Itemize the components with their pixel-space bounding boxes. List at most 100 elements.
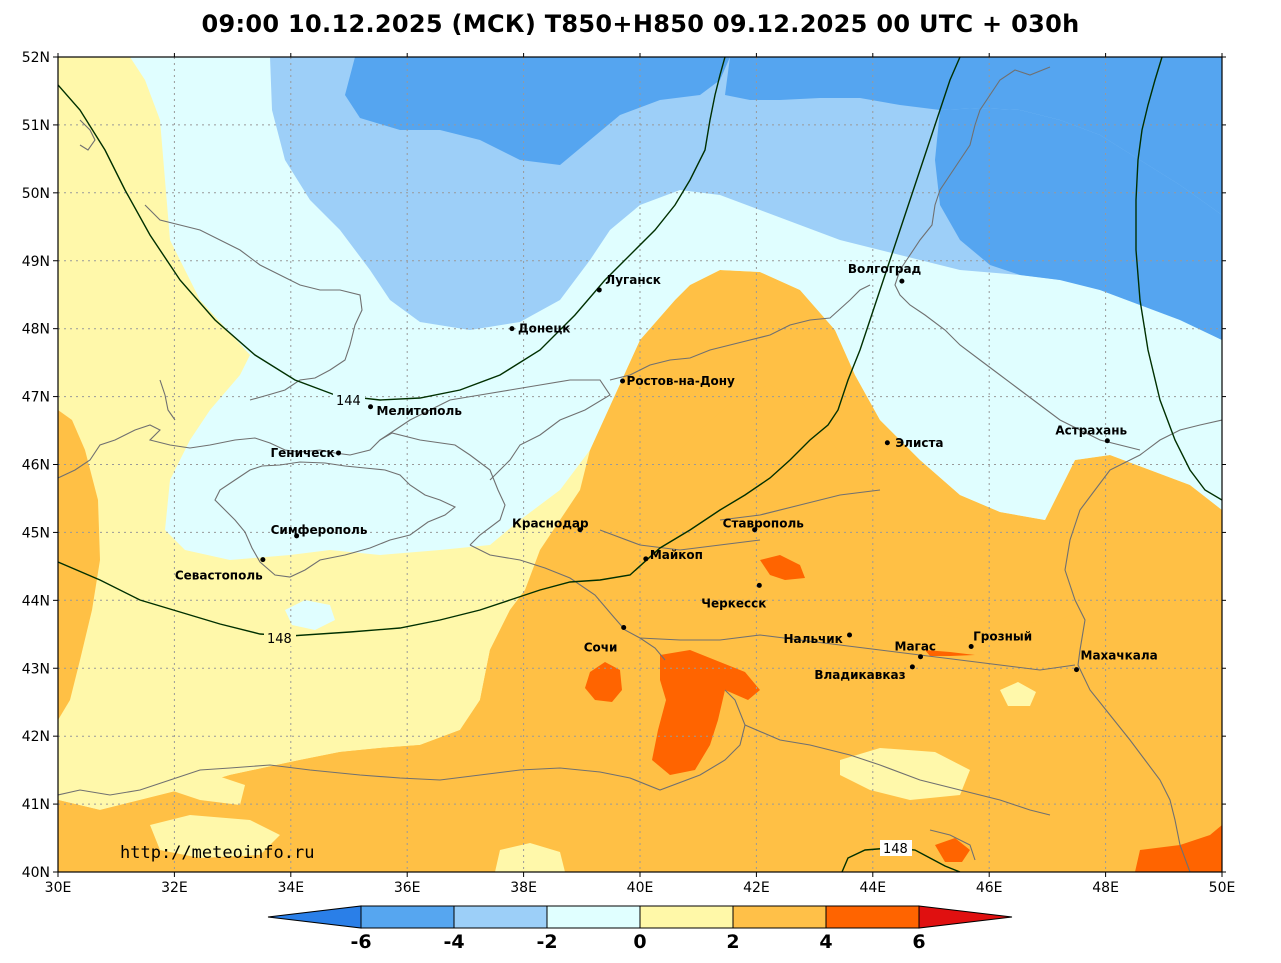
city-marker	[260, 557, 266, 563]
lat-label: 47N	[22, 390, 50, 406]
city-label: Краснодар	[512, 517, 589, 531]
city-marker	[577, 527, 583, 533]
city-Волгоград: Волгоград	[848, 262, 922, 284]
city-label: Луганск	[605, 273, 661, 287]
city-Нальчик: Нальчик	[784, 632, 853, 646]
city-marker	[752, 527, 758, 533]
cities: Волгоград Луганск Донецк Ростов-на-Дону Мели…	[175, 262, 1158, 682]
axis-ticks: 30E 32E 34E 36E 38E 40E 42E 44E 46E 48E 50E 52N 51N 5…	[22, 50, 1236, 896]
lat-label: 40N	[22, 865, 50, 881]
field-4-6-b	[585, 662, 622, 702]
contour-144	[58, 57, 726, 401]
city-marker	[509, 326, 515, 332]
lon-label: 50E	[1209, 880, 1236, 896]
city-label: Геническ	[271, 446, 335, 460]
city-label: Симферополь	[271, 523, 368, 537]
lon-label: 46E	[976, 880, 1003, 896]
lat-label: 49N	[22, 254, 50, 270]
lon-label: 42E	[743, 880, 770, 896]
city-label: Магас	[895, 640, 937, 654]
lon-label: 34E	[277, 880, 304, 896]
city-marker	[1104, 438, 1110, 444]
city-marker	[909, 664, 915, 670]
city-Черкесск: Черкесск	[701, 582, 766, 610]
colorbar-label: -2	[536, 931, 557, 953]
colorbar-extend-low	[267, 905, 362, 929]
colorbar-segment	[360, 905, 455, 929]
city-Астрахань: Астрахань	[1055, 424, 1128, 444]
city-label: Нальчик	[784, 632, 843, 646]
watermark-url: http://meteoinfo.ru	[120, 843, 314, 863]
city-label: Элиста	[895, 436, 943, 450]
colorbar-label: -6	[350, 931, 371, 953]
lon-label: 40E	[627, 880, 654, 896]
field-4-6-e	[935, 838, 970, 862]
city-label: Махачкала	[1081, 649, 1158, 663]
city-marker	[847, 632, 853, 638]
city-label: Мелитополь	[377, 404, 463, 418]
lat-label: 42N	[22, 729, 50, 745]
colorbar-segment	[453, 905, 548, 929]
field-m2-0-island	[285, 600, 335, 630]
colorbar-extend-high	[918, 905, 1013, 929]
city-label: Ростов-на-Дону	[627, 374, 736, 388]
city-Мелитополь: Мелитополь	[368, 404, 462, 418]
lat-label: 46N	[22, 458, 50, 474]
field-4-6-a	[760, 555, 805, 580]
colorbar-segment	[546, 905, 641, 929]
city-label: Волгоград	[848, 262, 922, 276]
city-label: Черкесск	[701, 596, 766, 610]
lon-label: 30E	[45, 880, 72, 896]
city-marker	[643, 556, 649, 562]
coastlines	[58, 66, 1222, 872]
city-marker	[596, 287, 602, 293]
lat-label: 45N	[22, 525, 50, 541]
lon-label: 44E	[859, 880, 886, 896]
city-Махачкала: Махачкала	[1074, 649, 1158, 673]
lon-label: 36E	[394, 880, 421, 896]
city-marker	[368, 404, 374, 410]
iso-label-144: 144	[336, 394, 361, 409]
contour-148-east	[1135, 57, 1222, 501]
city-Краснодар: Краснодар	[512, 517, 589, 533]
field-m6-m4	[345, 57, 730, 165]
iso-label-148-west: 148	[267, 632, 292, 647]
city-label: Владикавказ	[814, 668, 905, 682]
grid	[58, 57, 1222, 872]
city-Геническ: Геническ	[271, 446, 342, 460]
field-4-6-f	[1135, 825, 1222, 872]
field-4-6-d	[925, 650, 975, 656]
lat-label: 43N	[22, 661, 50, 677]
lat-label: 41N	[22, 797, 50, 813]
colorbar-label: 6	[912, 931, 925, 953]
city-Майкоп: Майкоп	[643, 548, 703, 562]
city-label: Астрахань	[1055, 424, 1127, 438]
colorbar-segment	[639, 905, 734, 929]
lat-label: 52N	[22, 50, 50, 66]
city-label: Ставрополь	[723, 517, 805, 531]
field-0-2-island-4	[1000, 682, 1036, 706]
city-Севастополь: Севастополь	[175, 557, 266, 583]
lat-label: 44N	[22, 593, 50, 609]
city-Магас: Магас	[895, 640, 937, 660]
field-0-2-island-2	[150, 815, 280, 858]
lon-label: 32E	[161, 880, 188, 896]
city-Владикавказ: Владикавказ	[814, 664, 915, 682]
city-Элиста: Элиста	[884, 436, 944, 450]
city-Ростов-на-Дону: Ростов-на-Дону	[620, 374, 735, 388]
city-marker	[968, 644, 974, 650]
city-label: Грозный	[973, 630, 1032, 644]
city-marker	[899, 278, 905, 284]
city-Грозный: Грозный	[968, 630, 1032, 650]
map-title: 09:00 10.12.2025 (МСК) T850+H850 09.12.2…	[201, 10, 1080, 38]
city-Луганск: Луганск	[596, 273, 661, 293]
field-2-4-west	[58, 410, 100, 720]
lon-label: 38E	[510, 880, 537, 896]
city-Ставрополь: Ставрополь	[723, 517, 805, 533]
colorbar-label: -4	[443, 931, 464, 953]
city-label: Севастополь	[175, 569, 263, 583]
field-0-2-island-5	[495, 843, 565, 872]
colorbar-label: 4	[819, 931, 832, 953]
city-label: Донецк	[518, 322, 570, 336]
